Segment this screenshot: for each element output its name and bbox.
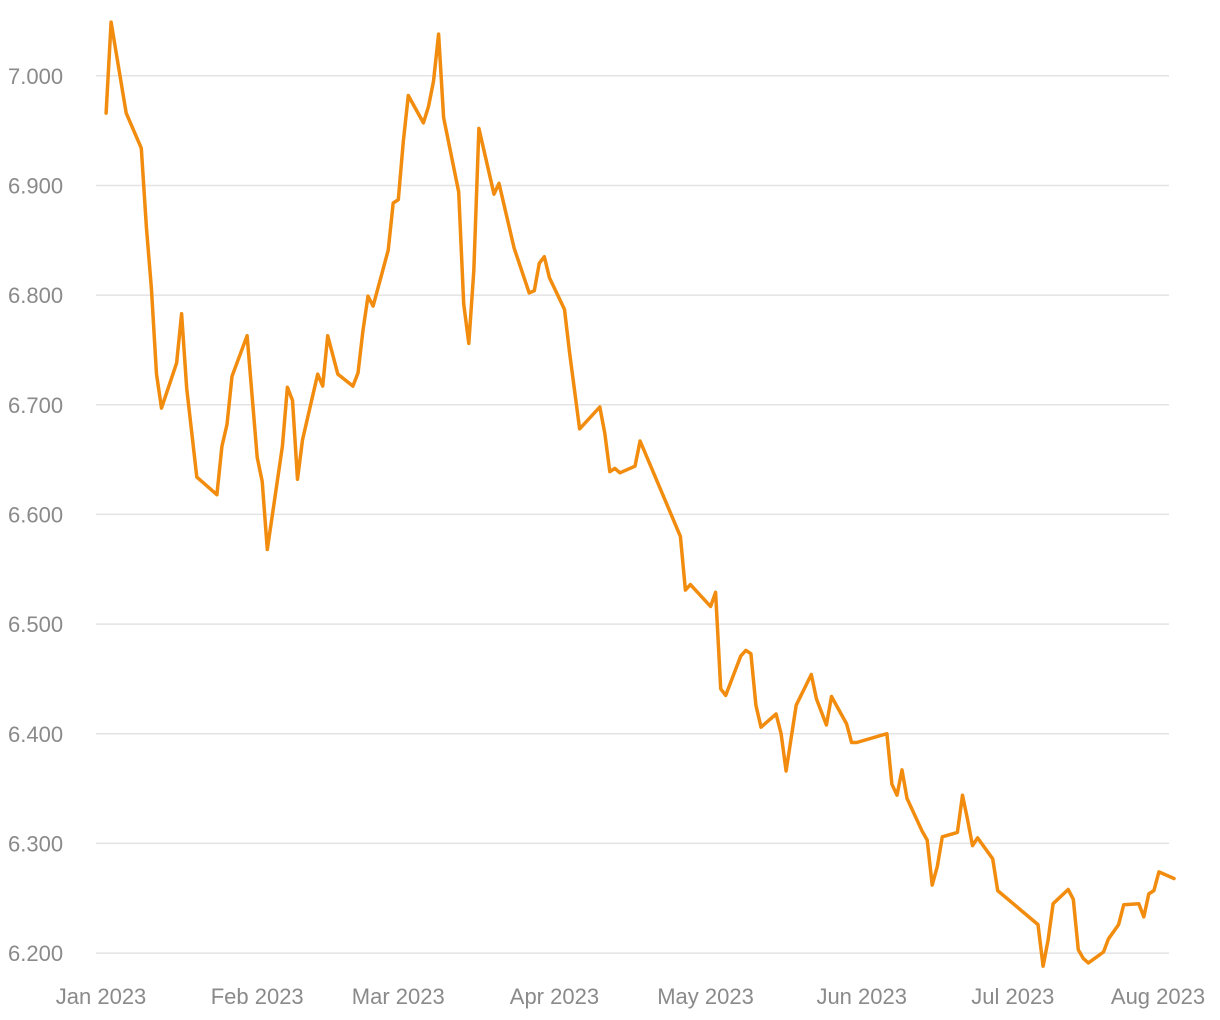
x-tick-label: Apr 2023 [510, 984, 599, 1009]
y-tick-label: 7.000 [8, 64, 63, 89]
y-tick-label: 6.300 [8, 831, 63, 856]
x-tick-label: Feb 2023 [211, 984, 304, 1009]
y-tick-label: 6.200 [8, 941, 63, 966]
x-tick-label: Jan 2023 [56, 984, 147, 1009]
y-tick-label: 6.500 [8, 612, 63, 637]
y-tick-label: 6.900 [8, 173, 63, 198]
y-tick-label: 6.700 [8, 393, 63, 418]
series-line [104, 20, 1176, 968]
y-tick-label: 6.800 [8, 283, 63, 308]
x-tick-label: Aug 2023 [1111, 984, 1205, 1009]
y-axis-ticks: 6.200 6.300 6.400 6.500 6.600 6.700 6.800 6.900… [8, 64, 63, 966]
y-tick-label: 6.400 [8, 722, 63, 747]
x-tick-label: Mar 2023 [352, 984, 445, 1009]
x-tick-label: Jul 2023 [971, 984, 1054, 1009]
y-tick-label: 6.600 [8, 502, 63, 527]
x-tick-label: Jun 2023 [816, 984, 907, 1009]
x-axis-ticks: Jan 2023 Feb 2023 Mar 2023 Apr 2023 May 2023… [56, 984, 1205, 1009]
x-tick-label: May 2023 [657, 984, 754, 1009]
gridlines [96, 75, 1169, 954]
series-layer [104, 20, 1176, 968]
